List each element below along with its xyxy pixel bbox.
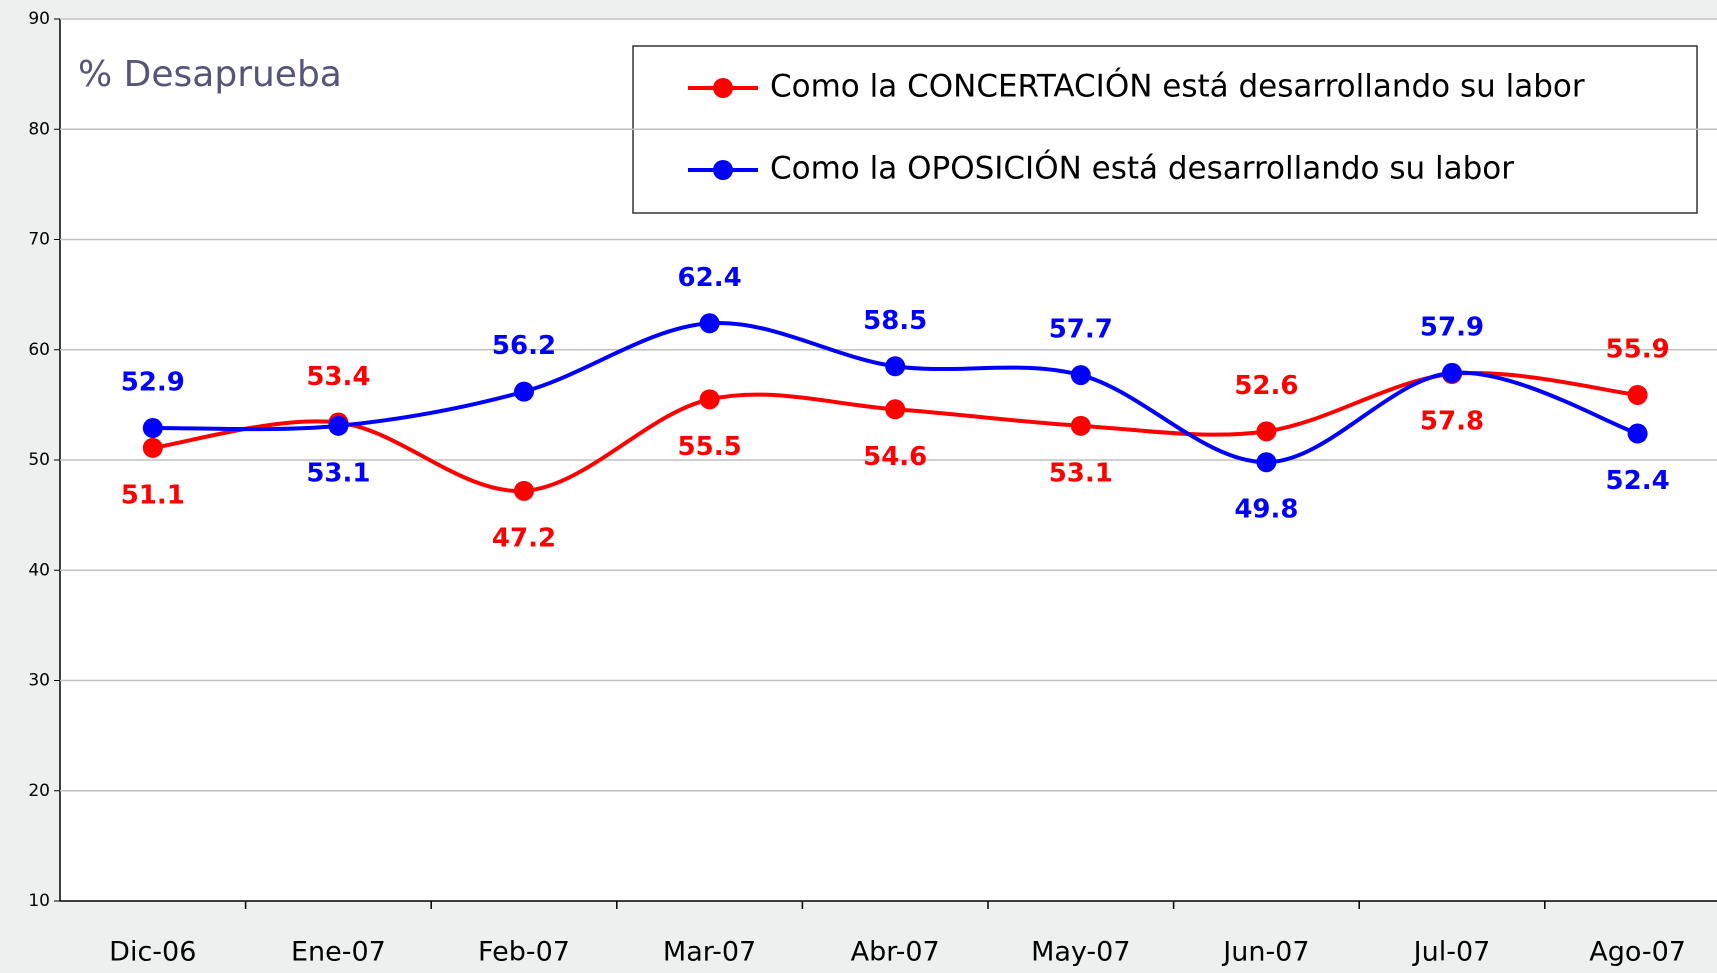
y-tick-label: 30 bbox=[28, 671, 50, 691]
data-label: 62.4 bbox=[678, 263, 742, 293]
x-tick-label: Jun-07 bbox=[1221, 937, 1309, 968]
data-label: 52.4 bbox=[1606, 466, 1670, 496]
marker bbox=[514, 381, 534, 402]
marker bbox=[699, 389, 720, 410]
y-tick-label: 50 bbox=[28, 450, 50, 470]
data-label: 53.1 bbox=[1049, 458, 1113, 488]
y-tick-label: 90 bbox=[28, 9, 50, 29]
x-tick-label: May-07 bbox=[1031, 937, 1130, 968]
data-label: 53.4 bbox=[306, 362, 370, 392]
y-tick-label: 10 bbox=[28, 891, 50, 911]
data-label: 57.9 bbox=[1420, 312, 1484, 342]
legend-marker bbox=[713, 78, 733, 98]
marker bbox=[885, 399, 906, 420]
x-tick-label: Abr-07 bbox=[851, 937, 940, 968]
legend-label: Como la OPOSICIÓN está desarrollando su … bbox=[770, 150, 1514, 187]
marker bbox=[1442, 362, 1462, 383]
data-label: 55.5 bbox=[678, 432, 742, 462]
x-tick-label: Jul-07 bbox=[1412, 937, 1491, 968]
marker bbox=[1627, 384, 1648, 405]
data-label: 53.1 bbox=[306, 458, 370, 488]
marker bbox=[142, 437, 163, 458]
marker bbox=[1070, 365, 1091, 386]
marker bbox=[1256, 452, 1277, 473]
data-label: 52.9 bbox=[121, 368, 185, 398]
data-label: 55.9 bbox=[1606, 334, 1670, 364]
x-tick-label: Ago-07 bbox=[1589, 937, 1686, 968]
x-tick-label: Dic-06 bbox=[109, 937, 196, 968]
y-tick-label: 80 bbox=[28, 119, 50, 139]
data-label: 51.1 bbox=[121, 480, 185, 510]
y-tick-label: 40 bbox=[28, 560, 50, 580]
marker bbox=[514, 480, 534, 501]
chart-title: % Desaprueba bbox=[78, 54, 342, 95]
y-tick-label: 60 bbox=[28, 340, 50, 360]
y-tick-label: 70 bbox=[28, 230, 50, 250]
data-label: 49.8 bbox=[1234, 495, 1298, 525]
marker bbox=[328, 415, 349, 436]
marker bbox=[699, 313, 720, 334]
marker bbox=[1070, 415, 1091, 436]
data-label: 57.8 bbox=[1420, 407, 1484, 437]
data-label: 57.7 bbox=[1049, 315, 1113, 345]
data-label: 52.6 bbox=[1234, 371, 1298, 401]
data-label: 47.2 bbox=[492, 523, 556, 553]
data-label: 56.2 bbox=[492, 331, 556, 361]
legend-marker bbox=[713, 160, 733, 180]
x-tick-label: Ene-07 bbox=[291, 937, 386, 968]
data-label: 58.5 bbox=[863, 306, 927, 336]
legend-label: Como la CONCERTACIÓN está desarrollando … bbox=[770, 68, 1585, 105]
y-tick-label: 20 bbox=[28, 781, 50, 801]
x-tick-label: Mar-07 bbox=[663, 937, 756, 968]
marker bbox=[885, 356, 906, 377]
marker bbox=[1256, 421, 1277, 442]
data-label: 54.6 bbox=[863, 442, 927, 472]
marker bbox=[1627, 423, 1648, 444]
marker bbox=[142, 418, 163, 439]
x-tick-label: Feb-07 bbox=[478, 937, 570, 968]
